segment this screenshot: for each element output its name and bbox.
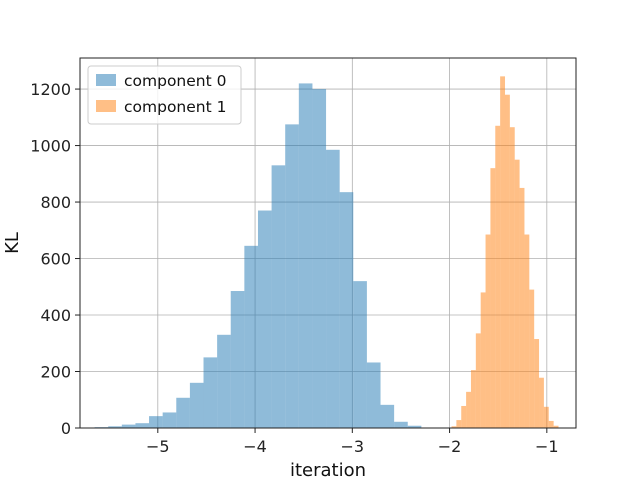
legend: component 0 component 1: [87, 65, 242, 125]
y-tick-label: 1200: [30, 80, 71, 99]
histogram-bar-component-1: [543, 406, 549, 428]
histogram-bar-component-1: [495, 125, 501, 429]
y-tick-label: 800: [40, 193, 71, 212]
legend-swatch-component-1: [96, 100, 116, 112]
legend-swatch-component-0: [96, 74, 116, 86]
y-axis-label: KL: [2, 232, 23, 254]
plot-frame: [79, 57, 577, 429]
x-tick-label: −3: [341, 437, 365, 456]
histogram-bar-component-0: [135, 423, 150, 428]
histogram-bar-component-1: [524, 234, 530, 428]
histogram-bar-component-0: [326, 149, 340, 429]
histogram-bar-component-0: [285, 124, 299, 428]
histogram-bar-component-0: [230, 291, 245, 428]
histogram-bar-component-1: [456, 420, 462, 428]
histogram-bar-component-1: [514, 159, 520, 428]
y-tick-label: 600: [40, 250, 71, 269]
histogram-bar-component-1: [509, 127, 515, 428]
histogram-bar-component-1: [485, 234, 491, 428]
histogram-bar-component-0: [203, 357, 218, 428]
x-tick-label: −5: [146, 437, 170, 456]
histogram-bar-component-1: [529, 289, 535, 428]
histogram-bar-component-1: [470, 370, 476, 428]
histogram-bar-component-1: [461, 405, 467, 428]
x-tick-label: −1: [535, 437, 559, 456]
histogram-bar-component-0: [312, 89, 327, 429]
y-tick-label: 400: [40, 306, 71, 325]
y-tick-label: 200: [40, 363, 71, 382]
histogram-bar-component-0: [353, 281, 367, 428]
histogram-bar-component-0: [257, 210, 272, 428]
histogram-bar-component-1: [475, 333, 481, 428]
y-tick-label: 1000: [30, 137, 71, 156]
histogram-bar-component-0: [271, 165, 286, 428]
histogram-bar-component-1: [519, 187, 525, 428]
histogram-bar-component-0: [121, 424, 136, 428]
histogram-bar-component-1: [548, 420, 554, 428]
histogram-bar-component-0: [149, 416, 163, 428]
histogram-bar-component-1: [480, 292, 486, 428]
histogram-bar-component-0: [380, 404, 395, 428]
x-tick-label: −4: [243, 437, 267, 456]
histogram-bar-component-0: [162, 412, 177, 428]
histogram-bar-component-1: [539, 377, 544, 428]
axis-ticks: −5 −4 −3 −2 −1 0 200 400 600 800 1000 1200: [30, 80, 558, 456]
histogram-bar-component-0: [339, 192, 354, 428]
histogram-bar-component-0: [298, 83, 313, 428]
histogram-bar-component-0: [366, 362, 381, 428]
legend-box: [87, 65, 242, 125]
histogram-bar-component-0: [108, 426, 122, 428]
histogram-bar-component-0: [244, 245, 258, 428]
x-axis-label: iteration: [290, 460, 366, 480]
histogram-bar-component-0: [217, 334, 231, 428]
legend-label-component-1: component 1: [124, 98, 226, 116]
histogram-bars: [94, 76, 559, 429]
histogram-bar-component-1: [500, 76, 506, 429]
x-tick-label: −2: [438, 437, 462, 456]
histogram-bar-component-0: [407, 425, 422, 428]
histogram-bar-component-1: [490, 168, 496, 429]
y-tick-label: 0: [61, 419, 71, 438]
histogram-bar-component-1: [534, 339, 540, 428]
legend-label-component-0: component 0: [124, 72, 226, 90]
histogram-bar-component-1: [451, 426, 457, 428]
histogram-bar-component-1: [505, 94, 510, 428]
histogram-bar-component-0: [176, 397, 190, 428]
histogram-bar-component-0: [394, 421, 408, 428]
histogram-bar-component-1: [466, 391, 471, 428]
histogram-bar-component-0: [189, 382, 204, 428]
histogram-bar-component-1: [553, 425, 559, 428]
